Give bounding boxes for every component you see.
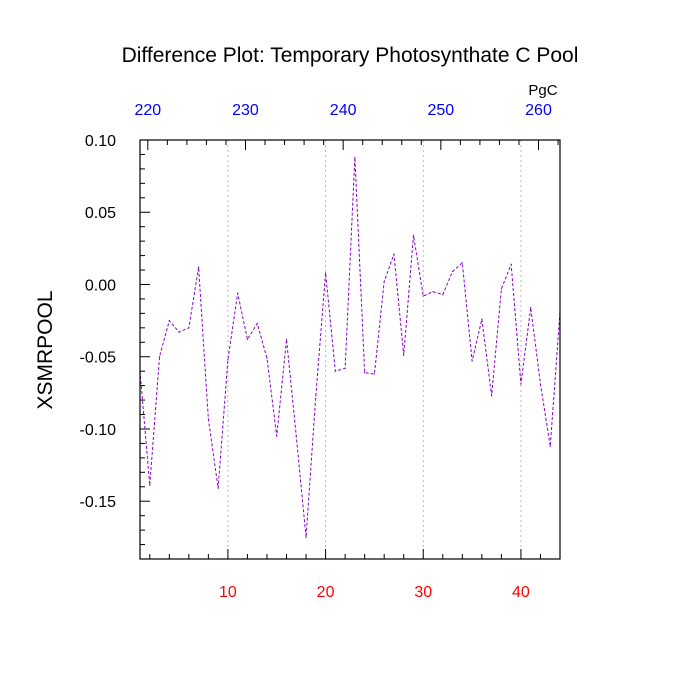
data-point	[354, 156, 356, 158]
data-point	[149, 484, 151, 486]
x-tick-label: 10	[219, 584, 237, 601]
y-tick-label: -0.15	[80, 494, 117, 511]
data-point	[412, 234, 415, 236]
x-tick-label: 20	[317, 584, 335, 601]
data-point	[422, 295, 424, 297]
data-point	[510, 263, 512, 265]
data-point	[305, 536, 307, 538]
top-tick-label: 240	[330, 102, 357, 119]
data-point	[266, 357, 268, 359]
data-point	[530, 307, 532, 309]
data-point	[315, 395, 317, 397]
data-point	[178, 331, 180, 333]
data-point	[442, 293, 444, 296]
data-point	[403, 354, 405, 356]
top-tick-label: 250	[427, 102, 454, 119]
data-point	[432, 291, 434, 293]
data-point	[549, 445, 551, 447]
y-tick-label: 0.10	[85, 133, 116, 150]
x-tick-label: 30	[414, 584, 432, 601]
y-tick-label: 0.00	[85, 277, 116, 294]
data-point	[481, 318, 483, 320]
data-point	[158, 356, 161, 358]
data-point	[461, 262, 463, 264]
data-point	[276, 435, 278, 437]
data-point	[451, 270, 454, 273]
top-axis-unit: PgC	[528, 82, 557, 99]
y-tick-label: -0.05	[80, 350, 117, 367]
data-point	[285, 338, 288, 340]
x-tick-label: 40	[512, 584, 530, 601]
data-point	[324, 272, 327, 274]
data-point	[373, 373, 376, 375]
data-point	[207, 418, 209, 420]
top-tick-label: 260	[525, 102, 552, 119]
data-point	[246, 338, 249, 340]
y-tick-label: -0.10	[80, 422, 117, 439]
top-tick-label: 230	[232, 102, 259, 119]
data-point	[491, 395, 493, 397]
data-point	[520, 383, 522, 385]
data-point	[237, 292, 239, 294]
plot-frame	[139, 139, 561, 560]
data-point	[364, 372, 366, 374]
data-point	[393, 253, 395, 255]
data-point	[383, 280, 385, 283]
y-tick-label: 0.05	[85, 205, 116, 222]
data-point	[256, 322, 258, 325]
series-line-0	[139, 157, 561, 538]
top-tick-label: 220	[134, 102, 161, 119]
data-point	[227, 359, 229, 361]
data-point	[334, 370, 336, 372]
data-point	[344, 367, 346, 369]
tick-labels: 10 20 30 40 0.10 0.05 0.00 -0.05 -0.10 -0.15 220 23…	[80, 102, 552, 601]
data-point	[217, 487, 219, 489]
data-point	[471, 360, 473, 362]
data-point	[539, 383, 542, 385]
data-point	[295, 435, 297, 437]
chart-title: Difference Plot: Temporary Photosynthate…	[122, 44, 579, 67]
data-point	[188, 327, 190, 329]
y-axis-label: XSMRPOOL	[34, 290, 57, 409]
data-point	[500, 288, 502, 290]
data-point	[198, 266, 200, 268]
axis-ticks	[140, 139, 561, 559]
data-point	[168, 320, 170, 322]
